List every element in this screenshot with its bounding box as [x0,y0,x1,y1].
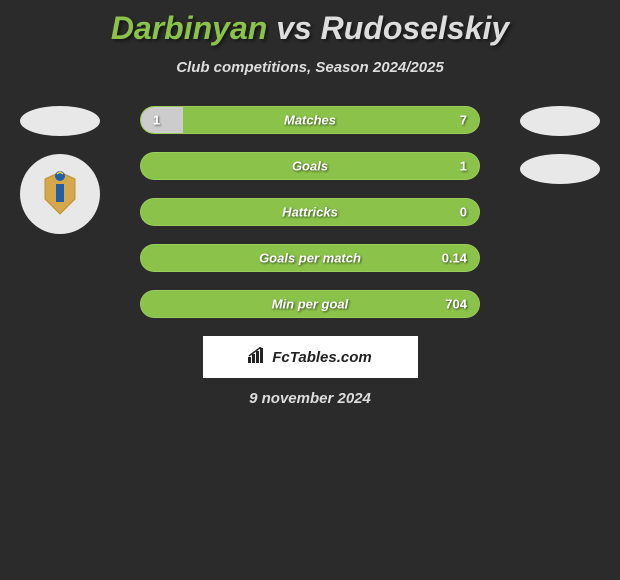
watermark[interactable]: FcTables.com [203,336,418,378]
stat-label: Matches [284,113,336,128]
subtitle: Club competitions, Season 2024/2025 [0,59,620,76]
stat-bar: Goals per match 0.14 [140,244,480,272]
chart-icon [248,347,266,367]
player1-club-badge [20,154,100,234]
left-badges [20,106,100,234]
vs-text: vs [276,10,312,46]
stat-label: Goals per match [259,251,361,266]
right-badges [520,106,600,202]
player2-country-badge [520,106,600,136]
stat-label: Goals [292,159,328,174]
stat-right-value: 0 [460,205,467,220]
stat-bar-fill [141,107,183,133]
stat-left-value: 1 [153,113,160,128]
stat-bar: Goals 1 [140,152,480,180]
player2-name: Rudoselskiy [321,10,510,46]
stat-bar: Min per goal 704 [140,290,480,318]
player2-club-badge [520,154,600,184]
club-crest-icon [30,164,90,224]
watermark-text: FcTables.com [272,349,371,366]
stat-right-value: 1 [460,159,467,174]
stat-bars: 1 Matches 7 Goals 1 Hattricks 0 Goals per match… [140,106,480,318]
date-text: 9 november 2024 [0,390,620,407]
player1-country-badge [20,106,100,136]
page-title: Darbinyan vs Rudoselskiy [0,10,620,47]
stat-label: Hattricks [282,205,338,220]
stat-bar: 1 Matches 7 [140,106,480,134]
player1-name: Darbinyan [111,10,267,46]
comparison-widget: Darbinyan vs Rudoselskiy Club competitio… [0,0,620,407]
stat-right-value: 704 [445,297,467,312]
stat-right-value: 7 [460,113,467,128]
stat-label: Min per goal [272,297,349,312]
stats-area: 1 Matches 7 Goals 1 Hattricks 0 Goals per match… [0,106,620,318]
stat-bar: Hattricks 0 [140,198,480,226]
stat-right-value: 0.14 [442,251,467,266]
